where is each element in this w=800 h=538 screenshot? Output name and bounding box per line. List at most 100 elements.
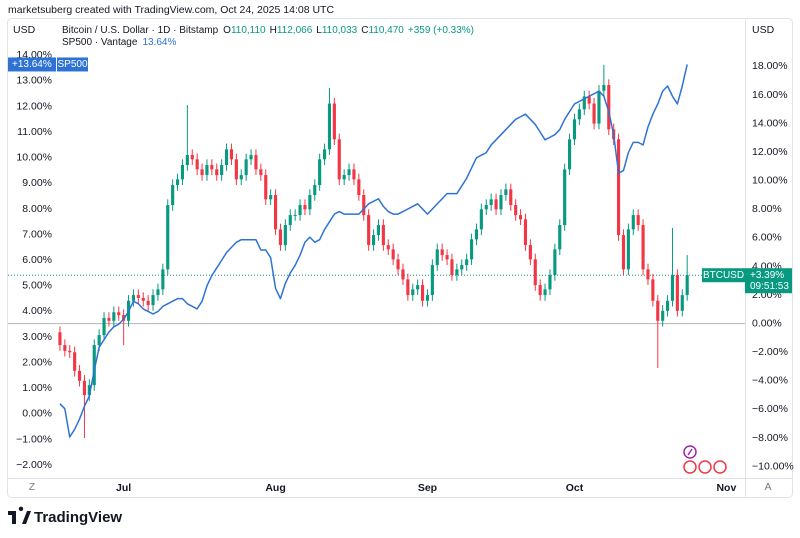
candle-body <box>577 109 581 120</box>
candle-body <box>342 175 346 180</box>
candle-body <box>538 285 542 296</box>
legend-key: L <box>316 25 322 36</box>
candle-body <box>528 245 532 260</box>
candle-body <box>425 295 430 301</box>
candle-body <box>523 219 528 246</box>
legend-key: C <box>361 25 368 36</box>
candle-body <box>396 259 400 270</box>
candle-body <box>171 185 175 206</box>
candle-body <box>77 370 82 381</box>
icon <box>687 448 693 456</box>
candle-body <box>504 189 508 196</box>
candle-body <box>607 85 611 130</box>
y2-tick-label: 0.00% <box>752 317 782 329</box>
candle-body <box>224 149 229 166</box>
price-label-bg <box>745 268 792 294</box>
candle-body <box>293 215 297 217</box>
candle-body <box>166 205 170 270</box>
candle-body <box>558 225 562 250</box>
candle-body <box>146 300 150 306</box>
logo-icon <box>8 506 31 524</box>
candle-body <box>675 275 679 311</box>
candle-body <box>283 225 287 246</box>
candle-body <box>646 269 650 280</box>
candle-body <box>489 199 493 206</box>
symbol-label-bg <box>702 268 745 283</box>
legend-value: 110,033 <box>322 25 358 36</box>
candle-body <box>136 295 140 298</box>
symbol-label: BTCUSD <box>703 270 744 281</box>
scale-button[interactable]: A <box>764 481 771 493</box>
candle-body <box>626 229 630 270</box>
y2-tick-label: −10.00% <box>752 460 794 472</box>
candle-body <box>210 165 214 170</box>
candle-body <box>450 259 454 276</box>
y-tick-label: 9.00% <box>22 177 52 189</box>
candle-body <box>563 169 567 226</box>
candle-body <box>455 269 459 276</box>
y-tick-label: 12.00% <box>16 100 52 112</box>
legend-key: H <box>270 25 277 36</box>
icon <box>683 460 697 474</box>
candle-body <box>440 249 444 256</box>
line <box>59 64 688 438</box>
legend-compare-title: SP500 · Vantage <box>62 37 138 48</box>
candle-body <box>469 239 474 260</box>
candle-body <box>617 139 621 236</box>
candle-body <box>180 165 185 180</box>
candle-body <box>553 249 557 276</box>
candle-body <box>656 300 660 321</box>
left-currency: USD <box>13 24 36 36</box>
candle-body <box>298 205 302 216</box>
candle-body <box>533 259 537 286</box>
x-tick-label: Oct <box>566 482 584 494</box>
legend-value: 110,470 <box>368 25 404 36</box>
y-tick-label: 6.00% <box>22 254 52 266</box>
candle-body <box>362 195 366 216</box>
credit: marketsuberg created with TradingView.co… <box>8 4 334 16</box>
candle-body <box>303 205 307 210</box>
y2-tick-label: 10.00% <box>752 175 788 187</box>
candle-body <box>430 265 434 296</box>
y2-tick-label: 14.00% <box>752 117 788 129</box>
candle-body <box>641 225 645 270</box>
y-tick-label: 13.00% <box>16 75 52 87</box>
candle-body <box>460 265 464 270</box>
y2-tick-label: −2.00% <box>752 346 788 358</box>
x-tick-label: Sep <box>418 482 437 494</box>
candle-body <box>82 380 87 396</box>
y2-tick-label: 18.00% <box>752 60 788 72</box>
candle-body <box>58 332 62 346</box>
y2-tick-label: −8.00% <box>752 432 788 444</box>
candle-body <box>254 155 258 170</box>
candle-body <box>151 295 155 306</box>
candle-body <box>185 155 189 166</box>
candle-body <box>518 215 523 220</box>
candle-body <box>313 185 317 196</box>
legend-compare-value: 13.64% <box>142 37 176 48</box>
candle-body <box>332 103 336 140</box>
compare-name-bg <box>57 57 88 72</box>
countdown-label: 09:51:53 <box>750 281 789 292</box>
candle-body <box>371 235 376 246</box>
icon <box>713 460 727 474</box>
candle-body <box>651 279 655 301</box>
candle-body <box>582 96 586 110</box>
candle-body <box>97 335 101 346</box>
candle-body <box>543 289 547 296</box>
candle-body <box>244 159 248 176</box>
candle-body <box>420 285 425 301</box>
legend-key: O <box>223 25 231 36</box>
y-tick-label: −2.00% <box>16 459 52 471</box>
scale-button[interactable]: Z <box>29 481 36 493</box>
candle-body <box>195 159 199 170</box>
candle-body <box>636 215 640 226</box>
candle-body <box>435 249 439 266</box>
candle-body <box>288 215 292 226</box>
legend-compare: SP500 · Vantage 13.64% <box>62 37 176 48</box>
candle-body <box>367 215 371 246</box>
candle-body <box>484 205 488 210</box>
candle-body <box>621 235 626 270</box>
